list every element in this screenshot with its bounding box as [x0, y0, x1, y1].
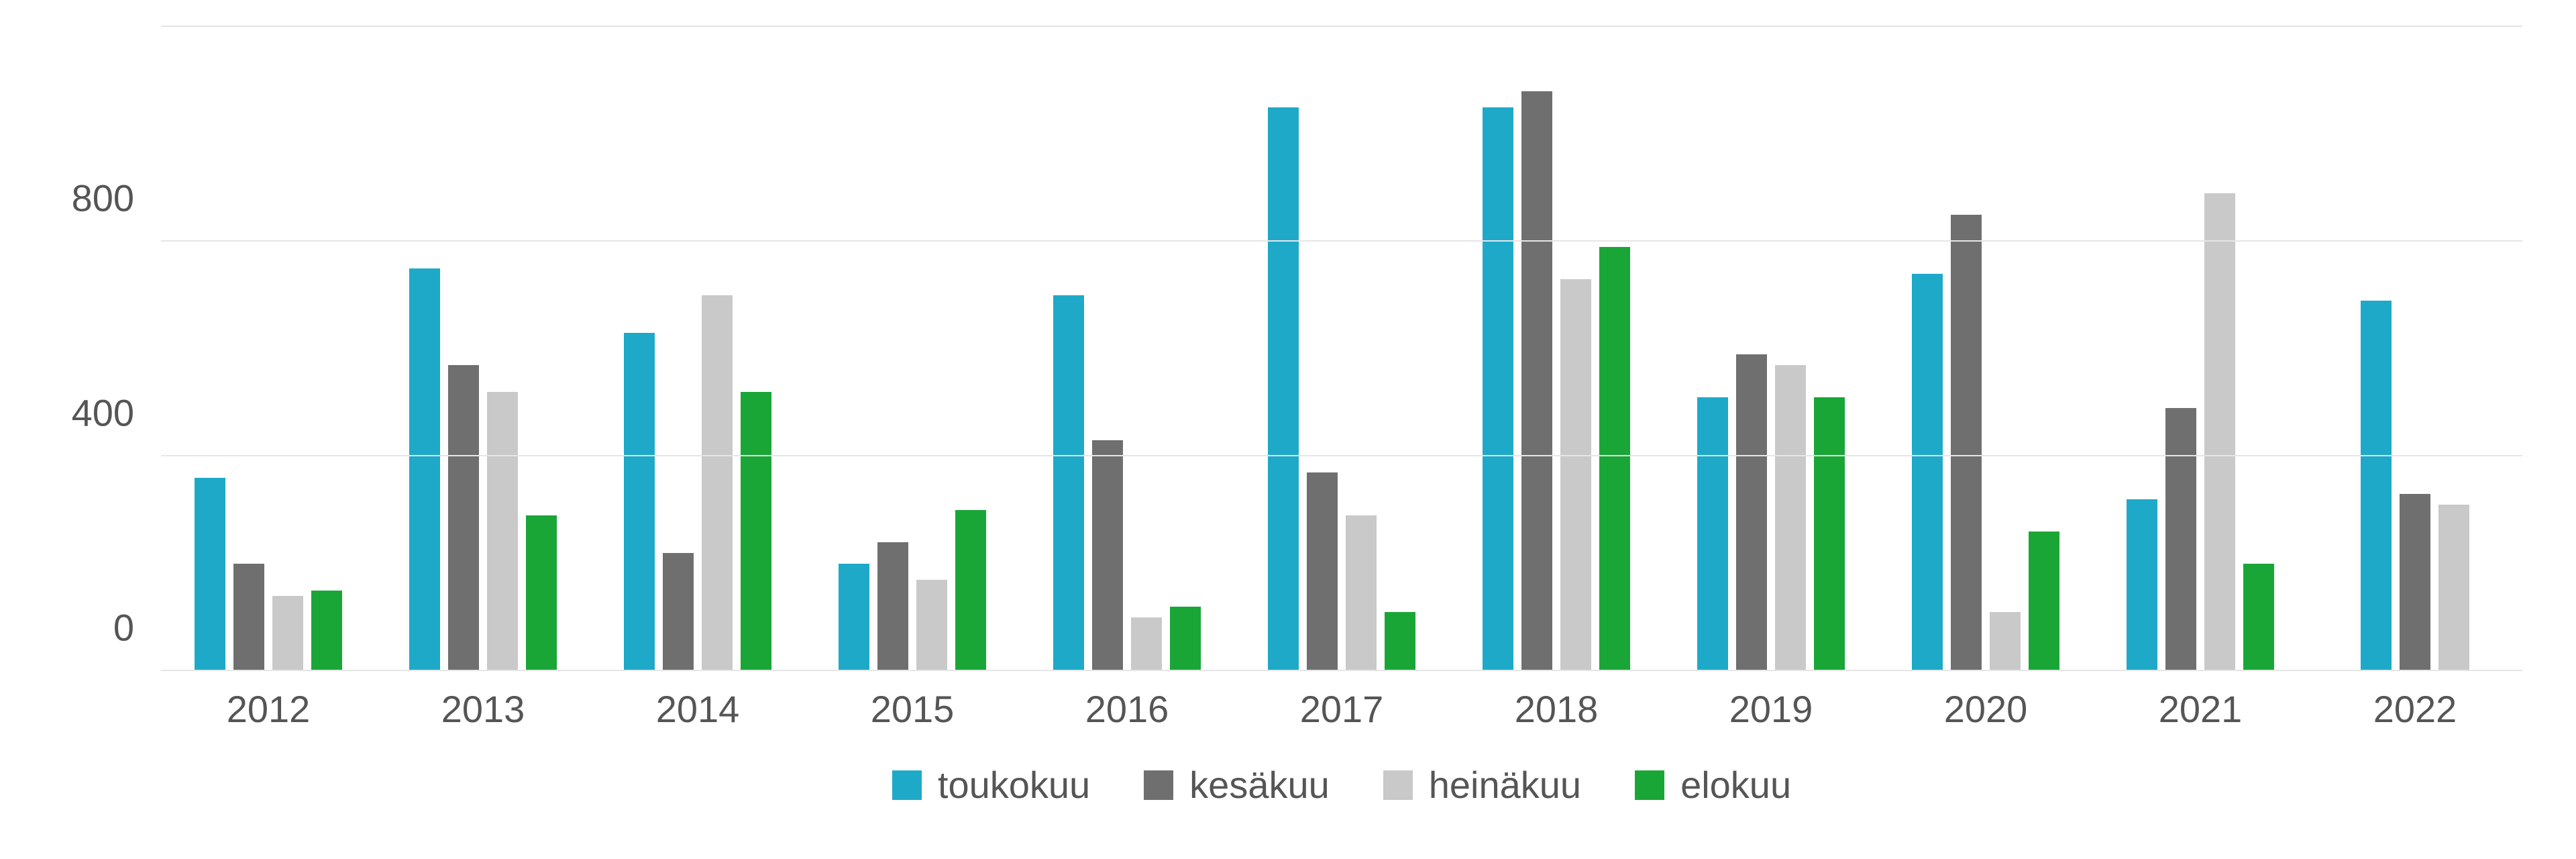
x-axis-label: 2016: [1020, 687, 1234, 731]
x-axis-label: 2020: [1878, 687, 2093, 731]
bar: [526, 515, 557, 671]
y-axis-label: 400: [72, 391, 161, 435]
bar: [2243, 564, 2274, 671]
y-axis-label: 0: [113, 606, 161, 650]
bar: [1599, 247, 1630, 671]
bar: [1990, 612, 2021, 671]
legend-label: kesäkuu: [1189, 763, 1330, 807]
plot-area: 04008001 200: [161, 27, 2522, 671]
gridline: [161, 455, 2522, 456]
year-group: [1020, 27, 1234, 671]
year-group: [2093, 27, 2308, 671]
bar: [1170, 607, 1201, 671]
year-group: [1449, 27, 1664, 671]
bar: [2361, 301, 2392, 671]
bar: [195, 478, 225, 671]
bar: [1268, 107, 1299, 671]
bar: [233, 564, 264, 671]
bar: [1521, 91, 1552, 671]
bar: [1697, 397, 1728, 671]
bar: [1814, 397, 1845, 671]
bar: [2127, 499, 2157, 671]
bars-row: [161, 27, 2522, 671]
bar: [663, 553, 694, 671]
chart-container: 04008001 200 201220132014201520162017201…: [0, 0, 2576, 859]
x-axis-label: 2014: [590, 687, 805, 731]
bar: [2438, 505, 2469, 671]
gridline: [161, 240, 2522, 242]
legend-label: heinäkuu: [1429, 763, 1581, 807]
bar: [1951, 215, 1982, 671]
x-axis: 2012201320142015201620172018201920202021…: [161, 687, 2522, 731]
year-group: [1878, 27, 2093, 671]
bar: [839, 564, 869, 671]
gridline: [161, 670, 2522, 671]
legend-item: kesäkuu: [1144, 763, 1330, 807]
bar: [1346, 515, 1377, 671]
bar: [409, 268, 440, 671]
x-axis-label: 2022: [2308, 687, 2522, 731]
year-group: [376, 27, 590, 671]
x-axis-label: 2021: [2093, 687, 2308, 731]
legend-item: toukokuu: [892, 763, 1090, 807]
y-axis-label: 1 200: [40, 0, 161, 5]
bar: [624, 333, 655, 671]
bar: [1131, 617, 1162, 671]
bar: [741, 392, 771, 671]
legend-label: elokuu: [1680, 763, 1791, 807]
bar: [2204, 193, 2235, 671]
bar: [2400, 494, 2430, 671]
legend-item: elokuu: [1635, 763, 1791, 807]
year-group: [1234, 27, 1449, 671]
bar: [877, 542, 908, 671]
bar: [702, 295, 733, 671]
legend: toukokuu kesäkuu heinäkuu elokuu: [161, 763, 2522, 807]
x-axis-label: 2019: [1664, 687, 1878, 731]
year-group: [161, 27, 376, 671]
bar: [2029, 532, 2059, 671]
bar: [311, 591, 342, 671]
x-axis-label: 2012: [161, 687, 376, 731]
legend-swatch: [1635, 770, 1664, 800]
bar: [1912, 274, 1943, 671]
bar: [1307, 472, 1338, 671]
gridline: [161, 26, 2522, 27]
bar: [1483, 107, 1513, 671]
legend-label: toukokuu: [938, 763, 1090, 807]
bar: [1775, 365, 1806, 671]
year-group: [590, 27, 805, 671]
legend-swatch: [1144, 770, 1173, 800]
legend-swatch: [1383, 770, 1413, 800]
legend-item: heinäkuu: [1383, 763, 1581, 807]
bar: [487, 392, 518, 671]
year-group: [805, 27, 1020, 671]
bar: [1385, 612, 1415, 671]
bar: [1092, 440, 1123, 671]
x-axis-label: 2017: [1234, 687, 1449, 731]
legend-swatch: [892, 770, 922, 800]
bar: [916, 580, 947, 671]
x-axis-label: 2018: [1449, 687, 1664, 731]
bar: [2165, 408, 2196, 671]
bar: [1053, 295, 1084, 671]
y-axis-label: 800: [72, 176, 161, 220]
bar: [1560, 279, 1591, 671]
bar: [1736, 354, 1767, 671]
year-group: [2308, 27, 2522, 671]
x-axis-label: 2015: [805, 687, 1020, 731]
year-group: [1664, 27, 1878, 671]
bar: [272, 596, 303, 671]
bar: [448, 365, 479, 671]
bar: [955, 510, 986, 671]
x-axis-label: 2013: [376, 687, 590, 731]
